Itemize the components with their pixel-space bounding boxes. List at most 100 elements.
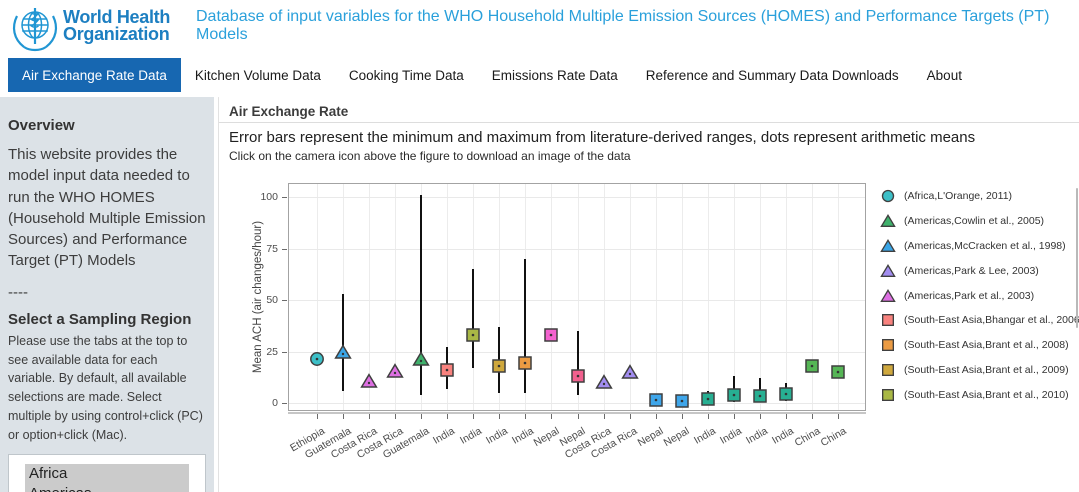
x-axis-tick bbox=[838, 414, 839, 419]
legend-item-label: (South-East Asia,Brant et al., 2010) bbox=[904, 388, 1069, 401]
x-axis-tick-label: India bbox=[718, 425, 744, 447]
gridline-horizontal bbox=[289, 300, 865, 301]
tab-kitchen-volume-data[interactable]: Kitchen Volume Data bbox=[194, 67, 321, 83]
legend-item-label: (Americas,Park et al., 2003) bbox=[904, 289, 1035, 302]
legend-marker-icon bbox=[880, 263, 896, 279]
gridline-vertical bbox=[811, 184, 813, 410]
x-axis-tick bbox=[733, 414, 735, 419]
x-axis-tick-label: India bbox=[509, 425, 536, 447]
legend-item-label: (Africa,L'Orange, 2011) bbox=[904, 190, 1013, 203]
region-heading: Select a Sampling Region bbox=[8, 310, 192, 328]
legend-marker-icon bbox=[880, 337, 896, 353]
legend-item-label: (South-East Asia,Bhangar et al., 2006) bbox=[904, 314, 1079, 327]
error-bar bbox=[576, 330, 579, 395]
gridline-vertical bbox=[759, 184, 761, 410]
region-listbox[interactable]: AfricaAmericasSouth-East Asia bbox=[8, 454, 206, 492]
data-point-marker[interactable] bbox=[699, 390, 717, 408]
x-axis-tick-label: India bbox=[744, 425, 770, 447]
data-point-marker[interactable] bbox=[412, 350, 430, 368]
panel-title-rule bbox=[219, 122, 1079, 123]
data-point-marker[interactable] bbox=[777, 385, 795, 403]
data-point-marker[interactable] bbox=[751, 387, 769, 405]
legend-scrollbar[interactable] bbox=[1076, 188, 1078, 328]
error-bar bbox=[524, 258, 527, 393]
x-axis-tick bbox=[655, 414, 657, 419]
x-axis-tick-label: China bbox=[818, 425, 848, 450]
legend-marker-icon bbox=[880, 312, 896, 328]
error-bar bbox=[342, 293, 345, 391]
data-point-marker[interactable] bbox=[542, 326, 560, 344]
legend-item[interactable]: (South-East Asia,Brant et al., 2008) bbox=[880, 333, 1076, 358]
gridline-horizontal bbox=[289, 248, 865, 250]
x-axis-tick bbox=[811, 414, 813, 419]
data-point-marker[interactable] bbox=[360, 372, 378, 390]
legend-item[interactable]: (Americas,Cowlin et al., 2005) bbox=[880, 209, 1076, 234]
logo-line2: Organization bbox=[63, 24, 170, 45]
data-point-marker[interactable] bbox=[438, 361, 456, 379]
gridline-vertical bbox=[603, 184, 605, 410]
data-point-marker[interactable] bbox=[725, 386, 743, 404]
x-axis-tick bbox=[395, 414, 397, 419]
data-point-marker[interactable] bbox=[647, 391, 665, 409]
data-point-marker[interactable] bbox=[569, 367, 587, 385]
legend-marker-icon bbox=[880, 288, 896, 304]
y-axis-tick bbox=[282, 403, 287, 404]
tab-reference-and-summary-data-downloads[interactable]: Reference and Summary Data Downloads bbox=[645, 67, 899, 83]
x-axis-tick bbox=[499, 414, 501, 419]
tab-emissions-rate-data[interactable]: Emissions Rate Data bbox=[491, 67, 618, 83]
data-point-marker[interactable] bbox=[386, 362, 404, 380]
error-bar bbox=[472, 269, 475, 368]
overview-text: This website provides the model input da… bbox=[8, 146, 206, 270]
legend-item[interactable]: (South-East Asia,Brant et al., 2010) bbox=[880, 382, 1076, 407]
legend-item-label: (Americas,Cowlin et al., 2005) bbox=[904, 215, 1045, 228]
data-point-marker[interactable] bbox=[334, 343, 352, 361]
x-axis-tick-label: India bbox=[457, 425, 484, 447]
overview-heading: Overview bbox=[8, 117, 75, 134]
x-axis-tick-label: Nepal bbox=[661, 425, 692, 450]
x-axis-tick bbox=[473, 414, 475, 419]
gridline-vertical bbox=[785, 184, 787, 410]
legend-item-label: (South-East Asia,Brant et al., 2008) bbox=[904, 339, 1069, 352]
x-axis-tick bbox=[759, 414, 761, 419]
y-axis-tick bbox=[282, 248, 287, 250]
legend-item[interactable]: (Africa,L'Orange, 2011) bbox=[880, 184, 1076, 209]
gridline-vertical bbox=[655, 184, 657, 410]
legend-item[interactable]: (Americas,Park & Lee, 2003) bbox=[880, 258, 1076, 283]
x-axis-tick bbox=[447, 414, 449, 419]
x-axis-tick-label: India bbox=[770, 425, 796, 447]
data-point-marker[interactable] bbox=[803, 357, 821, 375]
region-option-africa[interactable]: Africa bbox=[25, 464, 189, 484]
gridline-vertical bbox=[369, 184, 371, 410]
logo-line1: World Health bbox=[63, 7, 171, 27]
y-axis-tick-label: 100 bbox=[260, 191, 278, 203]
tab-cooking-time-data[interactable]: Cooking Time Data bbox=[348, 67, 464, 83]
legend-item[interactable]: (Americas,McCracken et al., 1998) bbox=[880, 234, 1076, 259]
separator-text: ---- bbox=[8, 283, 28, 301]
x-axis-tick bbox=[603, 414, 605, 419]
data-point-marker[interactable] bbox=[516, 354, 534, 372]
data-point-marker[interactable] bbox=[490, 357, 508, 375]
tab-air-exchange-rate-data[interactable]: Air Exchange Rate Data bbox=[8, 58, 181, 92]
data-point-marker[interactable] bbox=[464, 326, 482, 344]
camera-hint-text: Click on the camera icon above the figur… bbox=[229, 149, 631, 163]
legend-marker-icon bbox=[880, 362, 896, 378]
legend-item[interactable]: (South-East Asia,Brant et al., 2009) bbox=[880, 358, 1076, 383]
page-title: Database of input variables for the WHO … bbox=[196, 8, 1050, 43]
region-option-americas[interactable]: Americas bbox=[25, 483, 189, 492]
tab-about[interactable]: About bbox=[926, 67, 962, 83]
data-point-marker[interactable] bbox=[308, 350, 326, 368]
legend-item[interactable]: (South-East Asia,Bhangar et al., 2006) bbox=[880, 308, 1079, 333]
data-point-marker[interactable] bbox=[620, 363, 639, 381]
ach-scatter-figure: Mean ACH (air changes/hour) 0 25 50 75 100 Et… bbox=[228, 170, 1079, 492]
data-point-marker[interactable] bbox=[673, 392, 691, 410]
data-point-marker[interactable] bbox=[829, 363, 847, 381]
gridline-vertical bbox=[707, 184, 709, 410]
sidebar: Overview This website provides the model… bbox=[0, 97, 214, 492]
gridline-vertical bbox=[629, 184, 631, 410]
gridline-vertical bbox=[317, 184, 318, 410]
y-axis-tick-label: 50 bbox=[266, 294, 278, 306]
data-point-marker[interactable] bbox=[594, 373, 613, 391]
legend-item[interactable]: (Americas,Park et al., 2003) bbox=[880, 283, 1076, 308]
x-axis-tick bbox=[551, 414, 553, 419]
